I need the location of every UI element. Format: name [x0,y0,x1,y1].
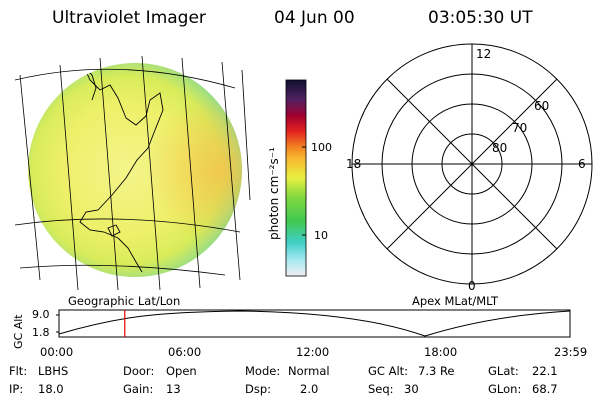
gc-alt-label: GC Alt: [368,364,409,378]
seq-value: 30 [404,382,419,396]
colorbar-tick-label-10: 10 [314,229,328,242]
mode-value: Normal [288,364,330,378]
ip-label: IP: [9,382,24,396]
colorbar-tick-label-100: 100 [311,141,332,154]
mode-label: Mode: [245,364,281,378]
timeline-ytick-label-1-8: 1.8 [32,326,50,339]
x-tick-00-00: 00:00 [40,345,74,359]
colorbar [285,79,307,277]
door-value: Open [166,364,197,378]
timeline-panel [56,309,571,338]
colorbar-unit-label: photon cm⁻²s⁻¹ [267,147,281,240]
mlt-label-18: 18 [346,157,361,171]
time-label: 03:05:30 UT [428,8,533,28]
mlt-label-6: 6 [578,157,586,171]
filter-label: Flt: [9,364,28,378]
app-title: Ultraviolet Imager [52,8,206,28]
x-tick-18-00: 18:00 [424,345,458,359]
x-tick-12-00: 12:00 [296,345,330,359]
seq-label: Seq: [368,382,394,396]
dsp-label: Dsp: [245,382,272,396]
mlt-label-12: 12 [476,47,491,61]
polar-plot [351,43,593,285]
x-tick-23-59: 23:59 [554,345,588,359]
dsp-value: 2.0 [300,382,319,396]
mlt-label-0: 0 [468,279,476,293]
gain-label: Gain: [123,382,154,396]
filter-value: LBHS [38,364,69,378]
door-label: Door: [123,364,155,378]
timeline-ylabel: GC Alt [12,314,25,349]
glat-value: 22.1 [532,364,558,378]
glon-value: 68.7 [532,382,558,396]
mlat-label-80: 80 [492,141,507,155]
x-tick-06-00: 06:00 [168,345,202,359]
date-label: 04 Jun 00 [274,8,355,28]
geo-panel-label: Geographic Lat/Lon [68,294,181,308]
mlat-label-70: 70 [512,121,527,135]
gc-alt-value: 7.3 Re [418,364,455,378]
gain-value: 13 [166,382,181,396]
glat-label: GLat: [488,364,519,378]
timeline-ytick-label-9: 9.0 [32,308,50,321]
polar-panel-label: Apex MLat/MLT [412,294,499,308]
ip-value: 18.0 [38,382,64,396]
geo-grid [14,55,251,291]
mlat-label-60: 60 [534,99,549,113]
gc-alt-curve [58,310,571,337]
glon-label: GLon: [488,382,522,396]
polar-diagonal-2 [386,78,558,250]
dayside-glow [28,63,242,277]
